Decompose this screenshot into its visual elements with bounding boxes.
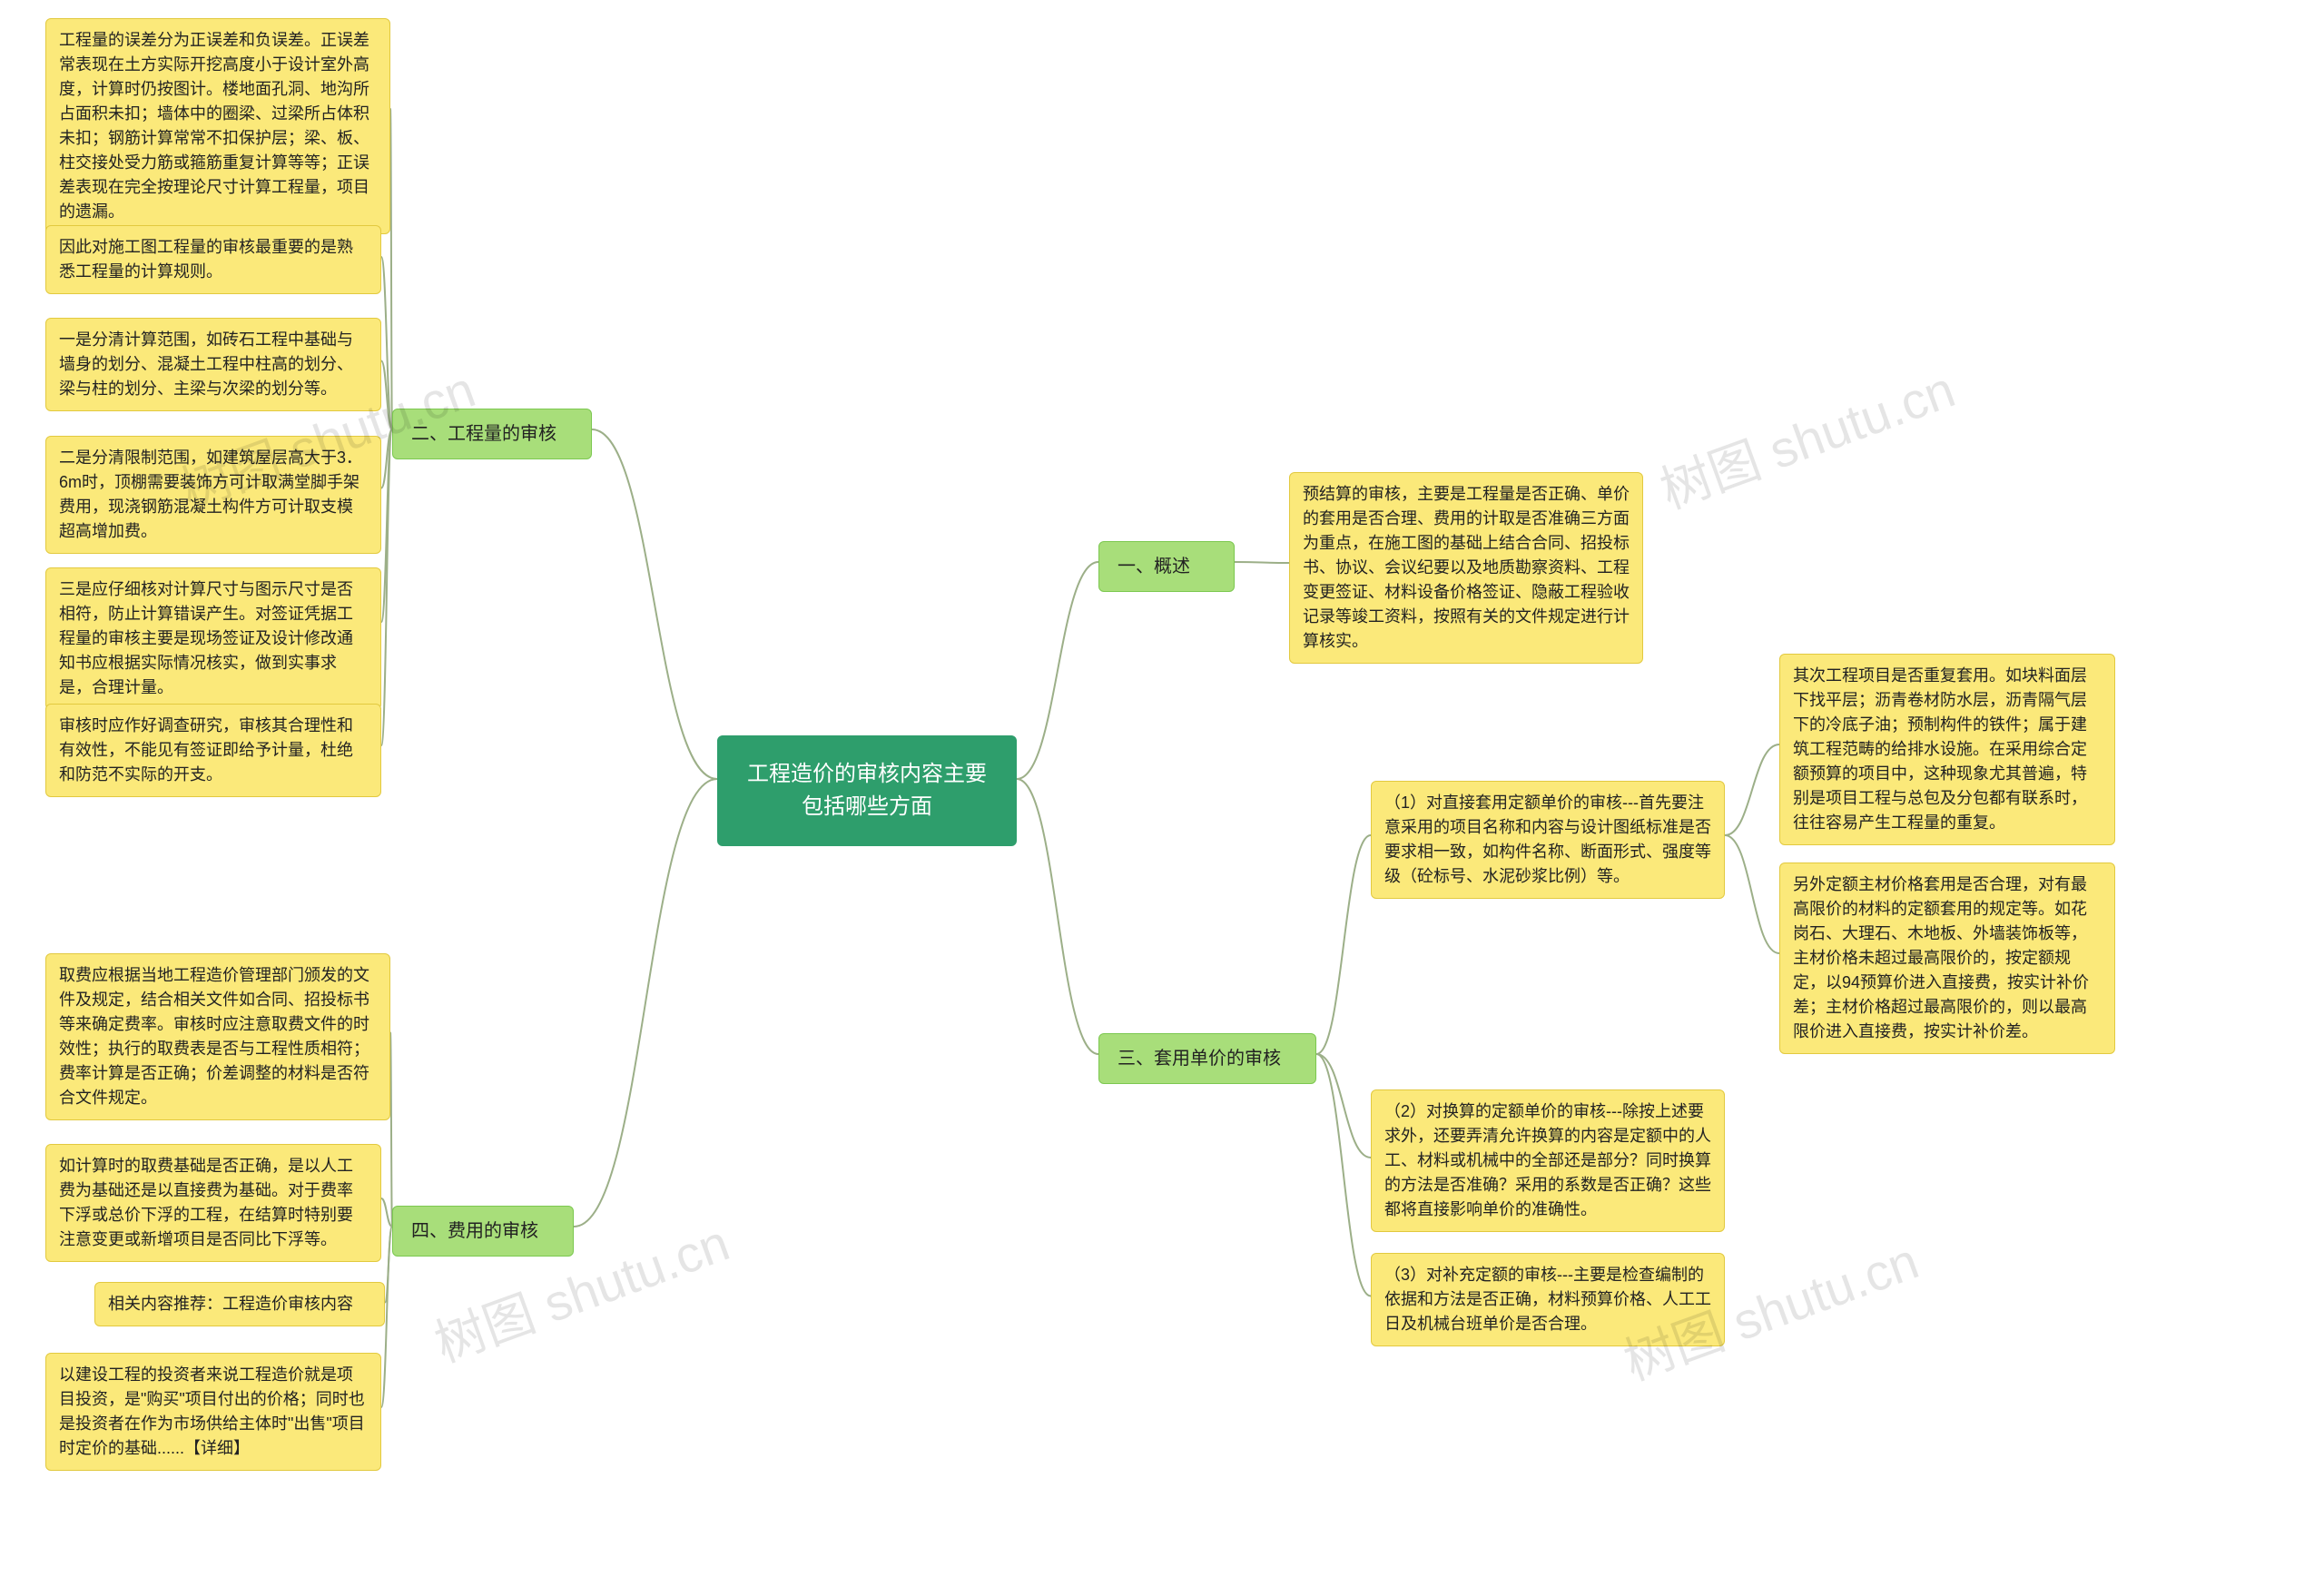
leaf-node[interactable]: （3）对补充定额的审核---主要是检查编制的依据和方法是否正确，材料预算价格、人… — [1371, 1253, 1725, 1346]
leaf-node[interactable]: 取费应根据当地工程造价管理部门颁发的文件及规定，结合相关文件如合同、招投标书等来… — [45, 953, 390, 1120]
leaf-node[interactable]: 工程量的误差分为正误差和负误差。正误差常表现在土方实际开挖高度小于设计室外高度，… — [45, 18, 390, 234]
watermark: 树图 shutu.cn — [1649, 349, 1964, 523]
leaf-node[interactable]: 以建设工程的投资者来说工程造价就是项目投资，是"购买"项目付出的价格；同时也是投… — [45, 1353, 381, 1471]
leaf-node[interactable]: （2）对换算的定额单价的审核---除按上述要求外，还要弄清允许换算的内容是定额中… — [1371, 1089, 1725, 1232]
leaf-node[interactable]: 二是分清限制范围，如建筑屋层高大于3．6m时，顶棚需要装饰方可计取满堂脚手架费用… — [45, 436, 381, 554]
leaf-node[interactable]: 因此对施工图工程量的审核最重要的是熟悉工程量的计算规则。 — [45, 225, 381, 294]
branch-quantity[interactable]: 二、工程量的审核 — [392, 409, 592, 459]
leaf-node[interactable]: 预结算的审核，主要是工程量是否正确、单价的套用是否合理、费用的计取是否准确三方面… — [1289, 472, 1643, 664]
branch-price[interactable]: 三、套用单价的审核 — [1098, 1033, 1316, 1084]
leaf-node[interactable]: 审核时应作好调查研究，审核其合理性和有效性，不能见有签证即给予计量，杜绝和防范不… — [45, 704, 381, 797]
root-node[interactable]: 工程造价的审核内容主要 包括哪些方面 — [717, 735, 1017, 846]
branch-overview[interactable]: 一、概述 — [1098, 541, 1235, 592]
leaf-node[interactable]: 三是应仔细核对计算尺寸与图示尺寸是否相符，防止计算错误产生。对签证凭据工程量的审… — [45, 567, 381, 710]
leaf-node[interactable]: 如计算时的取费基础是否正确，是以人工费为基础还是以直接费为基础。对于费率下浮或总… — [45, 1144, 381, 1262]
leaf-node[interactable]: 一是分清计算范围，如砖石工程中基础与墙身的划分、混凝土工程中柱高的划分、梁与柱的… — [45, 318, 381, 411]
leaf-node[interactable]: （1）对直接套用定额单价的审核---首先要注意采用的项目名称和内容与设计图纸标准… — [1371, 781, 1725, 899]
leaf-node[interactable]: 相关内容推荐：工程造价审核内容 — [94, 1282, 385, 1326]
leaf-node[interactable]: 其次工程项目是否重复套用。如块料面层下找平层；沥青卷材防水层，沥青隔气层下的冷底… — [1779, 654, 2115, 845]
branch-fee[interactable]: 四、费用的审核 — [392, 1206, 574, 1257]
leaf-node[interactable]: 另外定额主材价格套用是否合理，对有最高限价的材料的定额套用的规定等。如花岗石、大… — [1779, 862, 2115, 1054]
